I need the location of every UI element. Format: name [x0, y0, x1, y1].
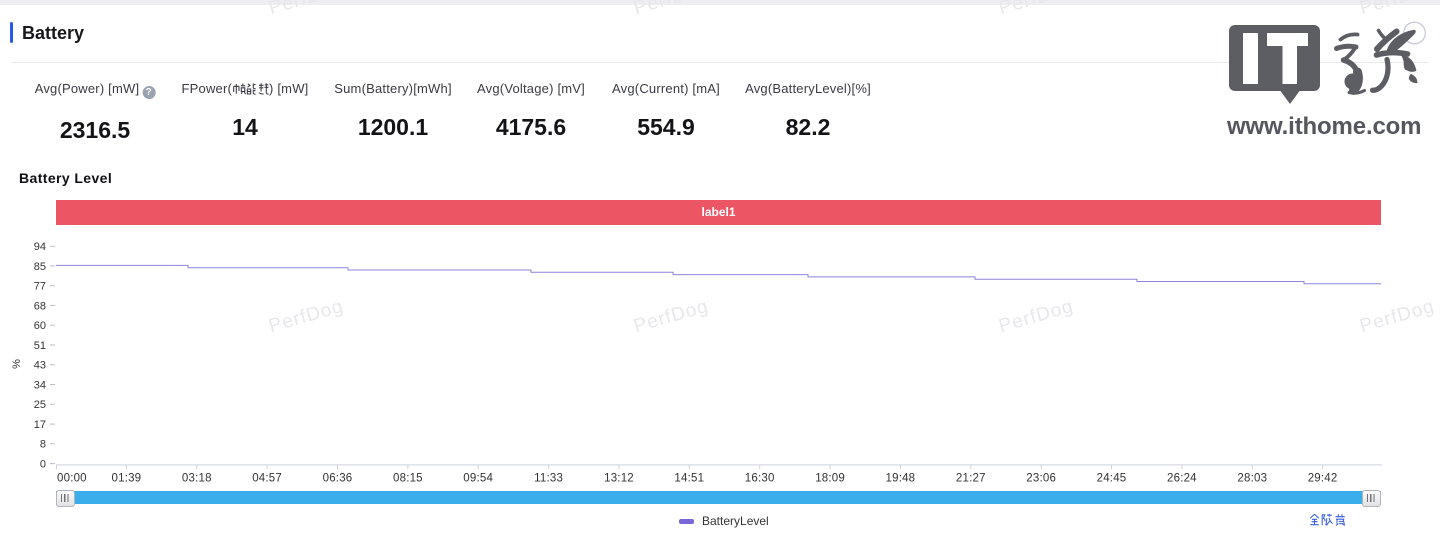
svg-text:25: 25 [34, 399, 46, 411]
svg-text:29:42: 29:42 [1308, 473, 1338, 485]
svg-text:01:39: 01:39 [112, 473, 142, 485]
svg-text:14:51: 14:51 [674, 473, 704, 485]
svg-text:51: 51 [34, 340, 46, 352]
svg-text:11:33: 11:33 [534, 473, 563, 485]
svg-text:%: % [11, 359, 23, 369]
svg-text:www.ithome.com: www.ithome.com [1226, 113, 1421, 140]
svg-text:03:18: 03:18 [182, 473, 212, 485]
svg-text:18:09: 18:09 [815, 473, 845, 485]
svg-text:24:45: 24:45 [1097, 473, 1127, 485]
svg-text:19:48: 19:48 [886, 473, 916, 485]
svg-text:06:36: 06:36 [323, 473, 353, 485]
svg-text:85: 85 [34, 261, 46, 273]
svg-text:34: 34 [34, 379, 46, 391]
svg-text:00:00: 00:00 [57, 473, 87, 485]
svg-text:28:03: 28:03 [1237, 473, 1267, 485]
svg-text:68: 68 [34, 300, 46, 312]
svg-text:08:15: 08:15 [393, 473, 423, 485]
svg-text:21:27: 21:27 [956, 473, 986, 485]
svg-text:60: 60 [34, 320, 46, 332]
svg-text:04:57: 04:57 [252, 473, 282, 485]
svg-text:26:24: 26:24 [1167, 473, 1197, 485]
svg-text:8: 8 [40, 439, 46, 451]
svg-text:94: 94 [34, 241, 46, 253]
svg-text:09:54: 09:54 [463, 473, 493, 485]
svg-text:23:06: 23:06 [1026, 473, 1056, 485]
svg-text:16:30: 16:30 [745, 473, 775, 485]
svg-text:0: 0 [40, 459, 46, 471]
svg-text:77: 77 [34, 281, 46, 293]
svg-text:43: 43 [34, 360, 46, 372]
svg-text:13:12: 13:12 [604, 473, 634, 485]
svg-text:17: 17 [34, 419, 46, 431]
